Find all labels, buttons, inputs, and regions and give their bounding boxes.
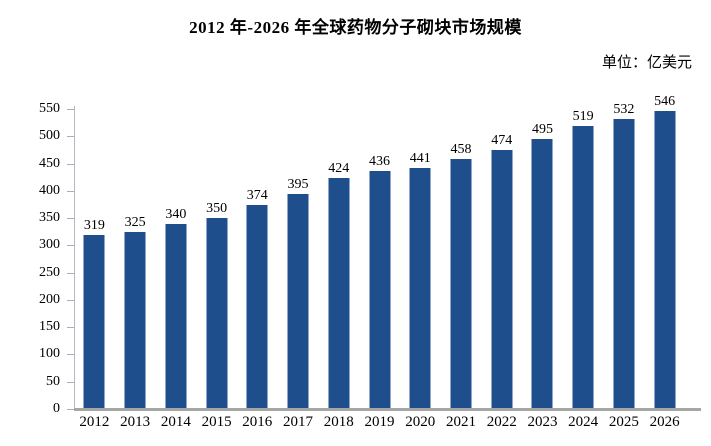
y-tick-mark [67, 163, 74, 165]
bar-value-label: 532 [613, 101, 635, 117]
y-tick-mark [67, 327, 74, 329]
y-tick-mark [67, 381, 74, 383]
y-tick-label: 300 [39, 237, 60, 253]
x-axis: 2012 2013 2014 2015 2016 2017 2018 2019 2020 2021… [74, 414, 685, 431]
bar-value-label: 519 [572, 108, 594, 124]
bar-cell-2022: 474 [481, 109, 522, 409]
y-tick-mark [67, 245, 74, 247]
y-tick-label: 250 [39, 264, 60, 280]
y-tick-mark [67, 190, 74, 192]
x-tick-label-2025: 2025 [608, 414, 639, 430]
x-tick-label-2022: 2022 [486, 414, 517, 430]
unit-label: 单位：亿美元 [601, 55, 692, 71]
x-tick-label-2020: 2020 [405, 414, 436, 430]
x-tick-label-2012: 2012 [79, 414, 110, 430]
chart-title: 2012 年-2026 年全球药物分子砌块市场规模 [189, 18, 522, 37]
bar-cell-2017: 395 [278, 109, 319, 409]
bar-2021 [450, 159, 472, 409]
y-tick-label: 400 [39, 182, 60, 198]
bar-cell-2021: 458 [441, 109, 482, 409]
bar-2025 [613, 118, 635, 409]
y-tick-mark [67, 299, 74, 301]
x-tick-label-2017: 2017 [283, 414, 314, 430]
bar-2022 [491, 150, 513, 409]
bar-cell-2012: 319 [74, 109, 115, 409]
bar-2014 [165, 223, 187, 409]
bar-2012 [83, 235, 105, 409]
y-tick-mark [67, 136, 74, 138]
bar-value-label: 424 [328, 160, 350, 176]
y-tick-mark [67, 272, 74, 274]
y-tick-mark [67, 354, 74, 356]
x-tick-label-2021: 2021 [445, 414, 476, 430]
y-tick-label: 450 [39, 155, 60, 171]
bar-2023 [531, 139, 553, 409]
bar-2024 [572, 125, 594, 409]
bar-cell-2025: 532 [604, 102, 645, 409]
y-tick-label: 0 [53, 401, 60, 416]
plot-area: 319 325 340 350 374 395 424 436 441 458 474 495 519 5… [74, 94, 685, 409]
bar-2017 [287, 193, 309, 409]
bar-value-label: 546 [654, 94, 676, 110]
bar-value-label: 458 [450, 142, 472, 158]
bar-cell-2018: 424 [318, 109, 359, 409]
bar-cell-2019: 436 [359, 109, 400, 409]
bar-cell-2015: 350 [196, 109, 237, 409]
bar-cell-2014: 340 [155, 109, 196, 409]
bar-value-label: 325 [124, 214, 146, 230]
bar-2013 [124, 231, 146, 409]
y-tick-mark [67, 218, 74, 220]
y-axis-line [74, 106, 75, 409]
bar-value-label: 340 [165, 206, 187, 222]
x-axis-line [74, 408, 701, 411]
x-tick-label-2026: 2026 [649, 414, 680, 430]
y-tick-label: 550 [39, 101, 60, 116]
x-tick-label-2015: 2015 [201, 414, 232, 430]
bar-value-label: 350 [206, 201, 228, 217]
bar-value-label: 395 [287, 176, 309, 192]
y-tick-label: 200 [39, 291, 60, 307]
bar-2016 [246, 205, 268, 409]
x-tick-label-2024: 2024 [568, 414, 599, 430]
x-tick-label-2019: 2019 [364, 414, 395, 430]
bar-2018 [328, 177, 350, 409]
y-tick-label: 50 [46, 373, 60, 389]
x-tick-label-2013: 2013 [120, 414, 151, 430]
bar-2026 [654, 111, 676, 409]
bar-cell-2023: 495 [522, 109, 563, 409]
bar-value-label: 441 [409, 151, 431, 167]
bar-cell-2016: 374 [237, 109, 278, 409]
y-tick-mark [67, 109, 74, 110]
y-tick-label: 100 [39, 346, 60, 362]
bar-value-label: 436 [369, 154, 390, 170]
x-tick-label-2014: 2014 [160, 414, 191, 430]
bar-2020 [409, 168, 431, 409]
y-tick-label: 350 [39, 210, 60, 226]
x-tick-label-2016: 2016 [242, 414, 273, 430]
bar-cell-2024: 519 [563, 109, 604, 409]
bar-cell-2013: 325 [115, 109, 156, 409]
bar-value-label: 319 [83, 218, 105, 233]
y-tick-label: 150 [39, 319, 60, 335]
bar-value-label: 374 [246, 188, 268, 203]
bar-cell-2020: 441 [400, 109, 441, 409]
bar-2015 [206, 218, 228, 409]
x-tick-label-2023: 2023 [527, 414, 558, 430]
bar-cell-2026: 546 [644, 94, 685, 409]
x-tick-label-2018: 2018 [323, 414, 354, 430]
bar-value-label: 495 [531, 122, 553, 137]
bar-2019 [369, 171, 390, 409]
bar-value-label: 474 [491, 133, 513, 149]
y-tick-label: 500 [39, 128, 60, 144]
y-tick-mark [67, 409, 74, 410]
